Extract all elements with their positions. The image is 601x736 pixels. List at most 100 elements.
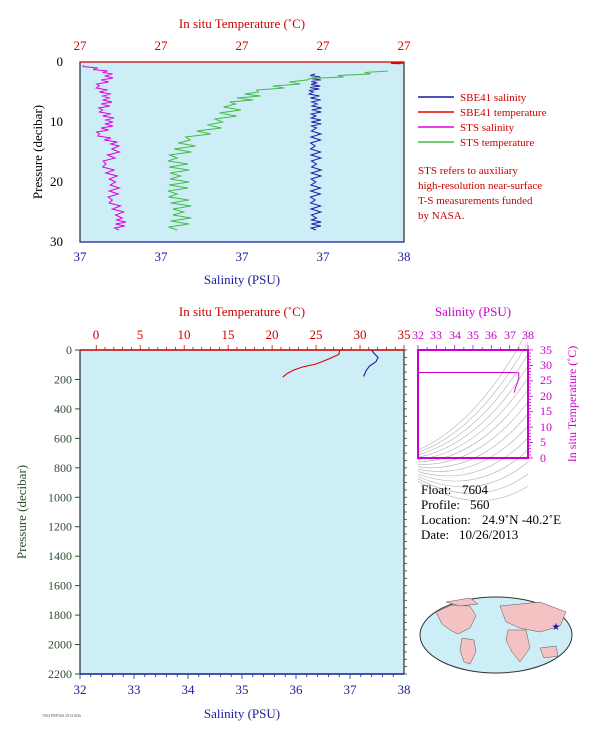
main-pressure-tick: 0 xyxy=(66,343,72,357)
main-series-salinity xyxy=(362,349,379,377)
ts-density-contour xyxy=(417,389,529,463)
ts-sal-tick: 35 xyxy=(467,328,479,342)
top-series-sts-temperature xyxy=(167,70,388,231)
ts-density-contour xyxy=(417,449,529,482)
ts-sal-axis-label: Salinity (PSU) xyxy=(435,304,511,319)
top-series-group xyxy=(82,61,405,231)
ts-series-line xyxy=(418,372,520,393)
ts-temp-tick: 10 xyxy=(540,420,552,434)
top-sal-tick: 38 xyxy=(398,249,411,264)
ts-sal-tick: 33 xyxy=(430,328,442,342)
map-continent-greenland xyxy=(445,597,479,607)
float-value: 7604 xyxy=(462,482,489,497)
top-pressure-tick: 10 xyxy=(50,114,63,129)
ts-density-contours xyxy=(417,329,529,501)
main-pressure-tick: 800 xyxy=(54,461,72,475)
sts-note-line: high-resolution near-surface xyxy=(418,180,542,192)
sts-note-line: by NASA. xyxy=(418,210,465,222)
top-temp-tick: 27 xyxy=(317,38,331,53)
main-sal-tick: 38 xyxy=(398,682,411,697)
ts-density-contour xyxy=(417,341,529,453)
top-sal-tick: 37 xyxy=(155,249,169,264)
top-series-sts-salinity xyxy=(82,65,127,231)
top-pressure-tick: 0 xyxy=(57,54,64,69)
top-sal-tick: 37 xyxy=(236,249,250,264)
world-map: ★ xyxy=(419,596,573,674)
main-chart: In situ Temperature (˚C) 0 5 10 15 20 25… xyxy=(14,304,411,721)
ts-density-contour xyxy=(417,401,529,465)
main-pressure-tick: 1400 xyxy=(48,549,72,563)
ts-chart: Salinity (PSU) 32 33 34 35 36 37 38 0 5 … xyxy=(412,304,579,501)
ts-density-contour xyxy=(417,461,529,488)
ts-sal-tick: 38 xyxy=(522,328,534,342)
main-temp-tick: 30 xyxy=(354,327,367,342)
main-temp-tick: 35 xyxy=(398,327,411,342)
main-pressure-tick: 2000 xyxy=(48,638,72,652)
top-pressure-axis-label: Pressure (decibar) xyxy=(30,105,45,199)
ts-temp-tick: 25 xyxy=(540,373,552,387)
top-sal-tick: 37 xyxy=(317,249,331,264)
main-pressure-tick: 600 xyxy=(54,431,72,445)
top-temp-axis-label: In situ Temperature (˚C) xyxy=(179,16,305,31)
main-sal-axis-label: Salinity (PSU) xyxy=(204,706,280,721)
main-sal-tick: 36 xyxy=(290,682,304,697)
ts-sal-tick: 32 xyxy=(412,328,424,342)
main-pressure-tick: 1200 xyxy=(48,520,72,534)
main-sal-tick: 35 xyxy=(236,682,249,697)
sts-note-line: STS refers to auxiliary xyxy=(418,165,518,177)
ts-density-contour xyxy=(417,480,529,501)
main-pressure-tick: 1000 xyxy=(48,490,72,504)
top-sal-tick: 37 xyxy=(74,249,88,264)
top-sal-axis-label: Salinity (PSU) xyxy=(204,272,280,287)
main-sal-tick: 37 xyxy=(344,682,358,697)
map-continent-australia xyxy=(539,645,559,659)
main-temp-tick: 20 xyxy=(266,327,279,342)
main-series-temperature xyxy=(282,349,341,378)
top-legend: SBE41 salinity SBE41 temperature STS sal… xyxy=(418,92,547,222)
ts-tick-group xyxy=(417,345,533,459)
top-pressure-tick: 20 xyxy=(50,174,63,189)
top-temp-tick: 27 xyxy=(398,38,412,53)
float-position-star-icon: ★ xyxy=(552,622,561,633)
top-temp-tick: 27 xyxy=(236,38,250,53)
main-temp-tick: 0 xyxy=(93,327,100,342)
top-temp-tick: 27 xyxy=(74,38,88,53)
legend-label-sts-temperature: STS temperature xyxy=(460,137,534,149)
date-label: Date: xyxy=(421,527,449,542)
ts-temp-tick: 0 xyxy=(540,451,546,465)
location-value: 24.9˚N -40.2˚E xyxy=(482,512,561,527)
map-continent-eurasia xyxy=(499,601,567,633)
ts-density-contour xyxy=(417,437,529,477)
ts-density-contour xyxy=(417,425,529,472)
main-temp-tick: 25 xyxy=(310,327,323,342)
top-series-sbe41-temperature xyxy=(390,61,405,65)
location-label: Location: xyxy=(421,512,471,527)
top-pressure-tick: 30 xyxy=(50,234,63,249)
ts-temp-tick: 15 xyxy=(540,404,552,418)
ts-sal-tick: 37 xyxy=(504,328,516,342)
profile-label: Profile: xyxy=(421,497,460,512)
main-pressure-tick: 400 xyxy=(54,402,72,416)
top-chart: In situ Temperature (˚C) 27 27 27 27 27 … xyxy=(30,16,411,287)
top-series-sbe41-salinity xyxy=(307,73,323,231)
main-pressure-tick: 1800 xyxy=(48,608,72,622)
main-plot-area xyxy=(80,350,404,674)
ts-temp-axis-label: In situ Temperature (˚C) xyxy=(565,346,579,463)
main-pressure-tick: 200 xyxy=(54,372,72,386)
main-sal-tick: 33 xyxy=(128,682,141,697)
legend-label-sbe41-temperature: SBE41 temperature xyxy=(460,107,547,119)
profile-value: 560 xyxy=(470,497,490,512)
date-value: 10/26/2013 xyxy=(459,527,518,542)
ts-sal-tick: 34 xyxy=(449,328,461,342)
ts-temp-tick: 35 xyxy=(540,343,552,357)
float-info: Float: 7604 Profile: 560 Location: 24.9˚… xyxy=(421,482,561,542)
main-pressure-tick: 2200 xyxy=(48,667,72,681)
footer-text: 7604 PRF560 20131026 xyxy=(42,713,81,718)
main-series-group xyxy=(282,349,379,378)
float-label: Float: xyxy=(421,482,451,497)
top-plot-area xyxy=(80,62,404,242)
main-sal-tick: 34 xyxy=(182,682,196,697)
ts-density-contour xyxy=(417,365,529,458)
legend-label-sts-salinity: STS salinity xyxy=(460,122,515,134)
